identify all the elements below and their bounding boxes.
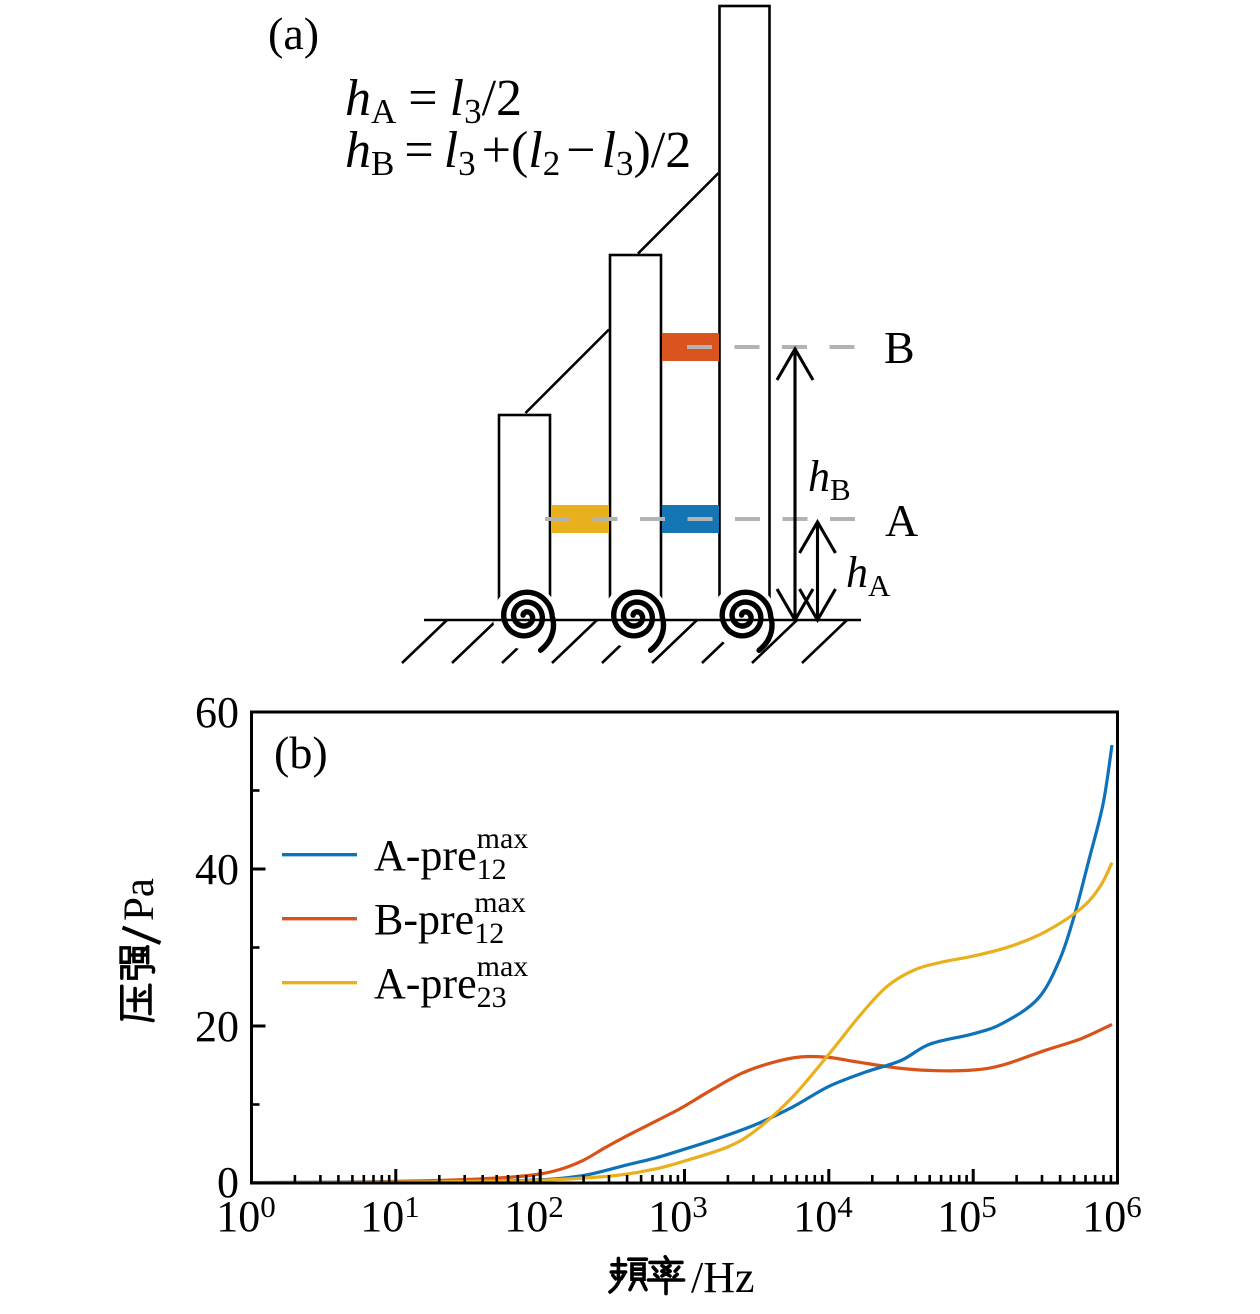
svg-text:A-pre12max: A-pre12max: [374, 822, 528, 886]
svg-text:(a): (a): [268, 8, 319, 59]
svg-text:104: 104: [793, 1189, 853, 1241]
svg-text:hB: hB: [808, 452, 851, 507]
svg-text:/Hz: /Hz: [691, 1253, 755, 1302]
svg-text:60: 60: [195, 688, 239, 737]
svg-text:hB=l3+(l2−l3)/2: hB = l3 +(l2− l3)/2: [345, 122, 691, 183]
svg-text:hA=l3/2: hA = l3/2: [345, 70, 522, 131]
svg-text:40: 40: [195, 845, 239, 894]
svg-text:A: A: [885, 495, 918, 546]
svg-text:102: 102: [504, 1189, 564, 1241]
svg-text:0: 0: [217, 1158, 239, 1207]
svg-text:B-pre12max: B-pre12max: [374, 886, 526, 950]
svg-text:100: 100: [216, 1189, 276, 1241]
svg-text:20: 20: [195, 1002, 239, 1051]
svg-text:hA: hA: [846, 548, 891, 603]
svg-text:A-pre23max: A-pre23max: [374, 950, 528, 1014]
svg-text:B: B: [884, 322, 915, 373]
svg-text:(b): (b): [274, 727, 328, 778]
svg-text:Pa: Pa: [116, 878, 163, 921]
